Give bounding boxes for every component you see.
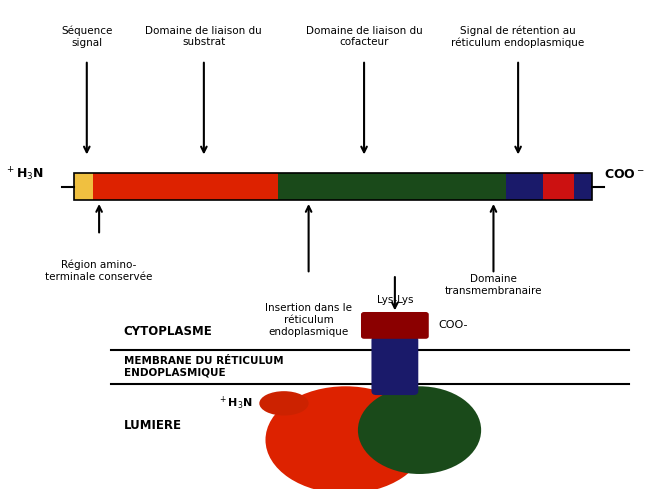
FancyBboxPatch shape [372,336,419,395]
FancyBboxPatch shape [278,173,506,200]
Text: Lys-Lys: Lys-Lys [377,294,413,305]
Text: Domaine de liaison du
cofacteur: Domaine de liaison du cofacteur [306,26,422,48]
FancyBboxPatch shape [93,173,278,200]
Text: Signal de rétention au
réticulum endoplasmique: Signal de rétention au réticulum endopla… [451,26,584,49]
Text: COO$^-$: COO$^-$ [605,168,645,181]
Text: COO-: COO- [438,320,468,330]
Text: Domaine de liaison du
substrat: Domaine de liaison du substrat [146,26,263,48]
FancyBboxPatch shape [74,173,93,200]
FancyBboxPatch shape [573,173,592,200]
Text: Domaine
transmembranaire: Domaine transmembranaire [445,274,542,296]
Text: MEMBRANE DU RÉTICULUM
ENDOPLASMIQUE: MEMBRANE DU RÉTICULUM ENDOPLASMIQUE [124,356,283,378]
Text: $^+$H$_3$N: $^+$H$_3$N [218,395,253,412]
FancyBboxPatch shape [361,312,429,339]
Text: LUMIERE: LUMIERE [124,419,182,432]
Ellipse shape [266,386,426,490]
FancyBboxPatch shape [506,173,543,200]
FancyBboxPatch shape [543,173,573,200]
Text: Insertion dans le
réticulum
endoplasmique: Insertion dans le réticulum endoplasmiqu… [265,303,352,337]
Text: Séquence
signal: Séquence signal [61,26,112,48]
Ellipse shape [259,391,309,416]
Text: CYTOPLASME: CYTOPLASME [124,325,212,338]
Text: Région amino-
terminale conservée: Région amino- terminale conservée [46,260,153,282]
Ellipse shape [358,386,481,474]
Text: $^+$H$_3$N: $^+$H$_3$N [5,166,44,183]
